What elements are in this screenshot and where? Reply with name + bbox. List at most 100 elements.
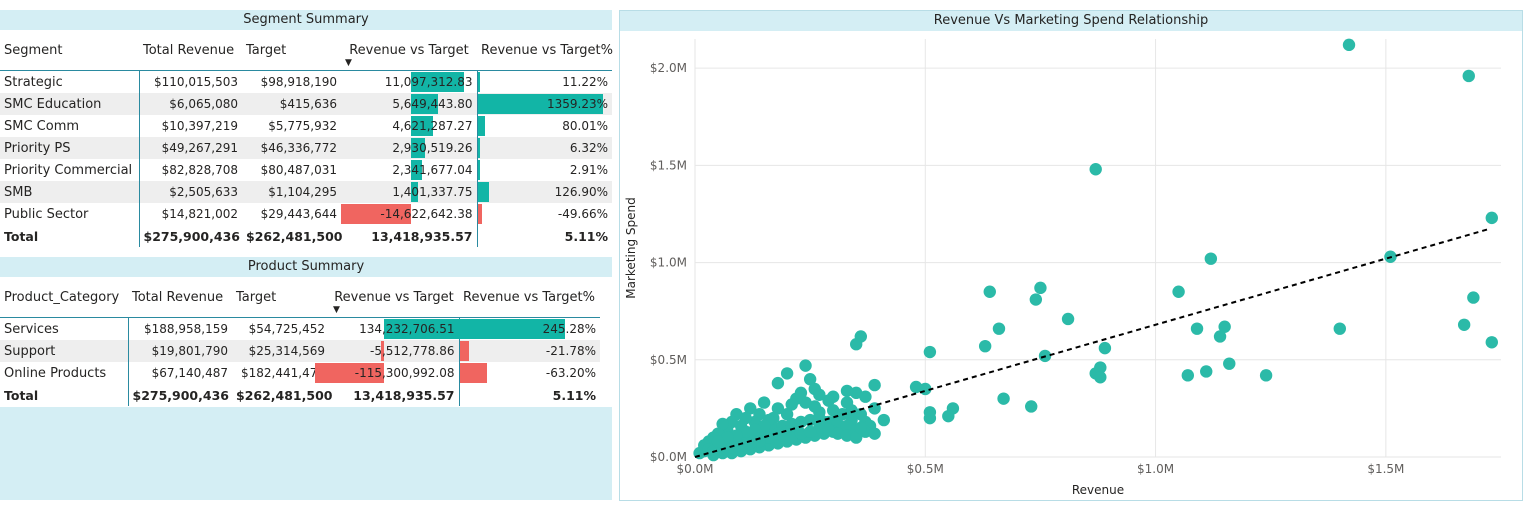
scatter-point[interactable] <box>1485 336 1498 349</box>
row-label: Public Sector <box>4 206 89 222</box>
scatter-point[interactable] <box>923 411 937 425</box>
scatter-point[interactable] <box>992 322 1006 335</box>
scatter-point[interactable] <box>868 427 881 440</box>
table-row[interactable]: Priority PS $49,267,291 $46,336,772 2,930,5… <box>0 137 612 159</box>
scatter-point[interactable] <box>868 378 881 392</box>
table-row[interactable]: Online Products $67,140,487 $182,441,479 -1… <box>0 362 600 384</box>
scatter-point[interactable] <box>1485 211 1498 225</box>
table-row[interactable]: Public Sector $14,821,002 $29,443,644 -14,6… <box>0 203 612 225</box>
scatter-point[interactable] <box>799 359 812 372</box>
target-cell: $415,636 <box>242 93 341 115</box>
scatter-point[interactable] <box>983 285 996 298</box>
scatter-point[interactable] <box>1457 318 1471 331</box>
scatter-point[interactable] <box>822 394 835 407</box>
scatter-point[interactable] <box>831 427 844 440</box>
column-header-total-revenue[interactable]: Total Revenue <box>139 30 242 71</box>
scatter-point[interactable] <box>923 345 937 359</box>
scatter-point[interactable] <box>803 373 817 386</box>
scatter-point[interactable] <box>1061 312 1075 326</box>
scatter-point[interactable] <box>1462 69 1475 83</box>
scatter-point[interactable] <box>1259 369 1273 382</box>
scatter-point[interactable] <box>771 376 785 390</box>
scatter-point[interactable] <box>803 425 817 438</box>
column-header-target[interactable]: Target <box>232 277 329 318</box>
scatter-point[interactable] <box>1190 322 1204 335</box>
scatter-point[interactable] <box>1034 281 1047 295</box>
scatter-point[interactable] <box>780 408 794 421</box>
table-row[interactable]: Support $19,801,790 $25,314,569 -5,512,778.… <box>0 340 600 362</box>
column-header-target[interactable]: Target <box>242 30 341 71</box>
product-summary-matrix[interactable]: Product_Category Total Revenue Target Re… <box>0 277 600 406</box>
segment-summary-matrix[interactable]: Segment Total Revenue Target Revenue vs … <box>0 30 613 247</box>
scatter-point[interactable] <box>840 384 854 398</box>
column-header-total-revenue[interactable]: Total Revenue <box>128 277 232 318</box>
scatter-point[interactable] <box>771 402 785 415</box>
scatter-point[interactable] <box>1467 291 1480 304</box>
revenue-vs-target-pct-bar <box>477 72 480 92</box>
scatter-point[interactable] <box>877 413 891 427</box>
scatter-point[interactable] <box>716 417 729 431</box>
scatter-point[interactable] <box>1223 357 1236 370</box>
scatter-chart[interactable]: $0.0M $0.5M $1.0M $1.5M $2.0M $0.0M $0.5M $1.0M… <box>620 31 1522 500</box>
scatter-point[interactable] <box>1089 163 1102 176</box>
scatter-point[interactable] <box>794 427 808 440</box>
scatter-point[interactable] <box>978 339 992 353</box>
table-row[interactable]: SMB $2,505,633 $1,104,295 1,401,337.75 126.9… <box>0 181 612 203</box>
scatter-point[interactable] <box>780 367 794 380</box>
scatter-point[interactable] <box>1172 285 1185 298</box>
scatter-point[interactable] <box>1025 400 1038 413</box>
scatter-point[interactable] <box>1181 369 1195 382</box>
scatter-point[interactable] <box>909 380 923 394</box>
scatter-point[interactable] <box>748 423 762 436</box>
scatter-point[interactable] <box>1213 330 1227 343</box>
column-header-segment[interactable]: Segment <box>0 30 139 71</box>
table-row[interactable]: Strategic $110,015,503 $98,918,190 11,097,3… <box>0 70 612 94</box>
scatter-point[interactable] <box>757 396 771 409</box>
table-row[interactable]: SMC Education $6,065,080 $415,636 5,649,443… <box>0 93 612 115</box>
scatter-point[interactable] <box>1098 341 1112 355</box>
scatter-point[interactable] <box>776 429 789 442</box>
revenue-vs-target-pct-cell: -49.66% <box>476 203 612 225</box>
scatter-point[interactable] <box>997 392 1010 405</box>
column-header-revenue-vs-target[interactable]: Revenue vs Target ▼ <box>341 30 477 71</box>
scatter-point[interactable] <box>730 429 743 442</box>
revenue-vs-target-value: 1,401,337.75 <box>392 185 473 199</box>
scatter-chart-panel[interactable]: Revenue Vs Marketing Spend Relationship … <box>619 10 1523 501</box>
scatter-point[interactable] <box>785 398 798 411</box>
scatter-point[interactable] <box>711 435 725 448</box>
scatter-point[interactable] <box>942 409 955 423</box>
scatter-point[interactable] <box>826 404 840 417</box>
column-header-revenue-vs-target[interactable]: Revenue vs Target ▼ <box>329 277 459 318</box>
scatter-point[interactable] <box>1200 365 1213 378</box>
target-cell: $182,441,479 <box>241 366 325 380</box>
scatter-point[interactable] <box>803 413 817 427</box>
left-panel-footer <box>0 407 612 500</box>
column-header-product-category[interactable]: Product_Category <box>0 277 128 318</box>
column-header-revenue-vs-target-pct[interactable]: Revenue vs Target% <box>477 30 613 71</box>
scatter-point[interactable] <box>850 431 863 444</box>
scatter-point[interactable] <box>794 386 808 400</box>
scatter-point[interactable] <box>813 388 826 401</box>
scatter-point[interactable] <box>1218 320 1231 333</box>
table-row[interactable]: Priority Commercial $82,828,708 $80,487,03… <box>0 159 612 181</box>
revenue-vs-target-value: 4,621,287.27 <box>392 119 473 133</box>
revenue-vs-target-cell: 11,097,312.83 <box>341 71 477 94</box>
scatter-point[interactable] <box>1204 252 1218 265</box>
table-row[interactable]: Services $188,958,159 $54,725,452 134,232,7… <box>0 317 600 340</box>
revenue-vs-target-value: -14,622,642.38 <box>380 207 473 221</box>
scatter-point[interactable] <box>850 386 863 400</box>
scatter-point[interactable] <box>734 439 748 452</box>
scatter-point[interactable] <box>840 429 854 442</box>
scatter-point[interactable] <box>850 338 863 351</box>
scatter-point[interactable] <box>744 402 757 415</box>
scatter-point[interactable] <box>1029 293 1043 306</box>
table-row[interactable]: SMC Comm $10,397,219 $5,775,932 4,621,287.2… <box>0 115 612 137</box>
scatter-point[interactable] <box>1094 361 1107 374</box>
scatter-point[interactable] <box>1342 38 1356 52</box>
scatter-point[interactable] <box>854 421 868 435</box>
scatter-point[interactable] <box>1333 322 1346 335</box>
scatter-point[interactable] <box>744 437 757 450</box>
column-header-revenue-vs-target-pct[interactable]: Revenue vs Target% <box>459 277 600 318</box>
scatter-point[interactable] <box>1094 371 1107 384</box>
revenue-vs-target-bar <box>411 182 418 202</box>
